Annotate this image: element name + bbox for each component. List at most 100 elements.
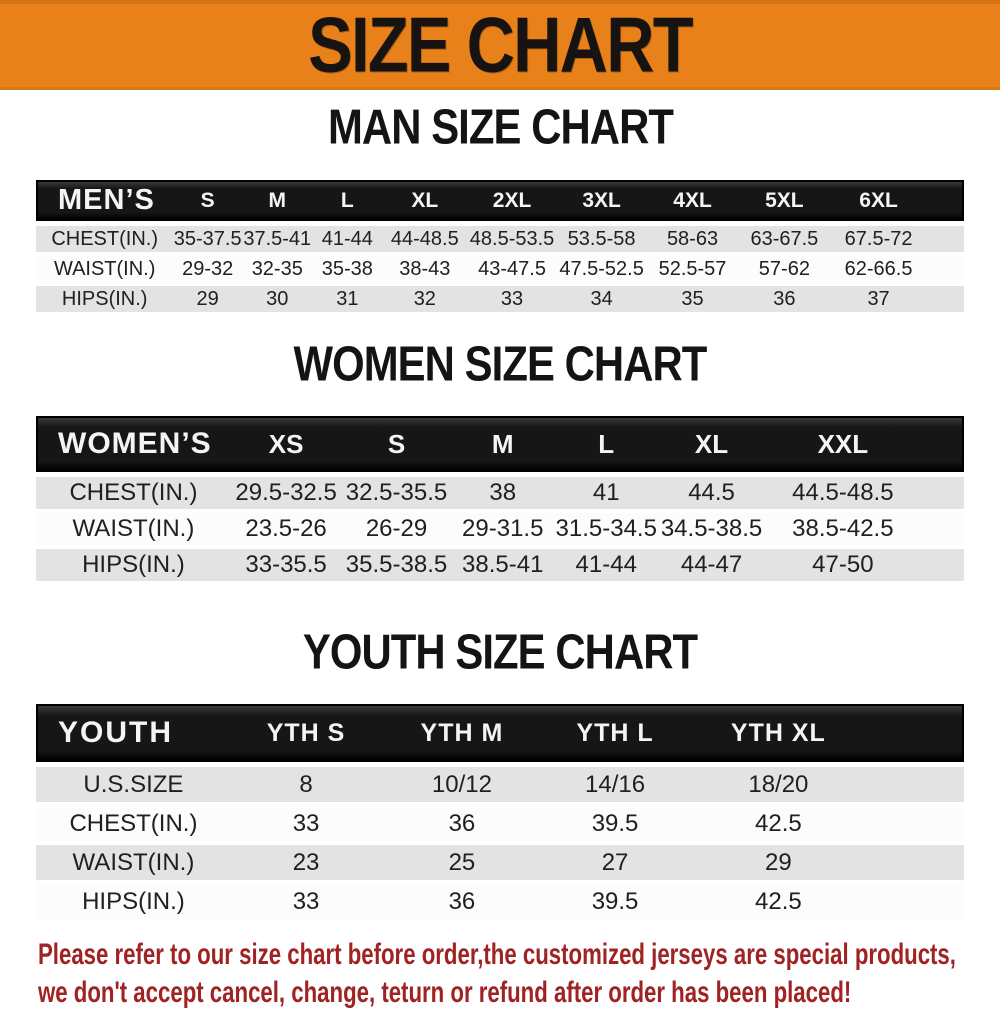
size-value-cell: 38-43 — [382, 256, 468, 286]
size-value-cell: 33-35.5 — [230, 549, 342, 585]
size-value-cell: 34.5-38.5 — [658, 513, 765, 549]
size-value-cell: 30 — [242, 286, 313, 316]
size-value-cell: 36 — [381, 806, 543, 845]
size-value-cell: 29 — [687, 845, 870, 884]
size-value-cell: 44.5-48.5 — [764, 472, 922, 513]
youth-section-heading-text: YOUTH SIZE CHART — [302, 623, 698, 680]
size-value-cell: 48.5-53.5 — [467, 221, 557, 256]
size-value-cell: 41 — [553, 472, 659, 513]
womens-size-table: WOMEN’S XS S M L XL XXL CHEST(IN.) 29.5-32.5 32.5… — [36, 416, 964, 585]
size-column-header: S — [341, 416, 452, 472]
size-value-cell: 41-44 — [553, 549, 659, 585]
size-column-header: S — [173, 180, 243, 221]
man-section-heading-text: MAN SIZE CHART — [327, 98, 673, 155]
size-value-cell: 47.5-52.5 — [556, 256, 647, 286]
size-value-cell: 27 — [542, 845, 688, 884]
size-value-cell: 33 — [230, 806, 382, 845]
spacer-cell — [921, 549, 964, 585]
size-value-cell: 38.5-41 — [451, 549, 554, 585]
size-value-cell: 58-63 — [646, 221, 739, 256]
spacer-cell — [926, 180, 964, 221]
size-column-header: 5XL — [738, 180, 831, 221]
youth-section-heading: YOUTH SIZE CHART — [0, 623, 1000, 683]
measurement-row-label: HIPS(IN.) — [36, 286, 174, 316]
size-value-cell: 32 — [382, 286, 468, 316]
measurement-row-label: U.S.SIZE — [36, 762, 231, 806]
mens-size-table: MEN’S S M L XL 2XL 3XL 4XL 5XL 6XL CHEST(IN.) 35-37… — [36, 180, 964, 316]
size-column-header: XL — [658, 416, 765, 472]
women-section-heading-text: WOMEN SIZE CHART — [293, 335, 708, 392]
size-value-cell: 37 — [830, 286, 927, 316]
size-value-cell: 37.5-41 — [242, 221, 313, 256]
size-value-cell: 38 — [451, 472, 554, 513]
table-row: U.S.SIZE 8 10/12 14/16 18/20 — [36, 762, 964, 806]
measurement-row-label: CHEST(IN.) — [36, 806, 231, 845]
size-column-header: YTH M — [381, 704, 543, 762]
banner-title: SIZE CHART — [308, 1, 693, 89]
size-value-cell: 67.5-72 — [830, 221, 927, 256]
banner: SIZE CHART — [0, 0, 1000, 90]
table-corner-label: WOMEN’S — [36, 416, 231, 472]
size-value-cell: 42.5 — [687, 884, 870, 923]
measurement-row-label: WAIST(IN.) — [36, 256, 174, 286]
spacer-cell — [869, 762, 964, 806]
size-value-cell: 36 — [738, 286, 831, 316]
size-value-cell: 33 — [230, 884, 382, 923]
man-section-heading: MAN SIZE CHART — [0, 98, 1000, 160]
table-corner-label: YOUTH — [36, 704, 231, 762]
size-column-header: M — [451, 416, 554, 472]
table-row: CHEST(IN.) 33 36 39.5 42.5 — [36, 806, 964, 845]
size-value-cell: 44-47 — [658, 549, 765, 585]
size-value-cell: 26-29 — [341, 513, 452, 549]
size-column-header: M — [242, 180, 313, 221]
size-column-header: 2XL — [467, 180, 557, 221]
size-value-cell: 57-62 — [738, 256, 831, 286]
table-row: WAIST(IN.) 29-32 32-35 35-38 38-43 43-47.5 47.… — [36, 256, 964, 286]
spacer-cell — [921, 472, 964, 513]
size-column-header: YTH S — [230, 704, 382, 762]
size-column-header: 6XL — [830, 180, 927, 221]
size-value-cell: 42.5 — [687, 806, 870, 845]
table-header-row: MEN’S S M L XL 2XL 3XL 4XL 5XL 6XL — [36, 180, 964, 221]
table-row: HIPS(IN.) 29 30 31 32 33 34 35 36 37 — [36, 286, 964, 316]
size-value-cell: 29-31.5 — [451, 513, 554, 549]
size-value-cell: 63-67.5 — [738, 221, 831, 256]
measurement-row-label: WAIST(IN.) — [36, 513, 231, 549]
table-header-row: WOMEN’S XS S M L XL XXL — [36, 416, 964, 472]
size-value-cell: 36 — [381, 884, 543, 923]
size-value-cell: 53.5-58 — [556, 221, 647, 256]
size-value-cell: 31 — [312, 286, 383, 316]
spacer-cell — [921, 416, 964, 472]
youth-size-table: YOUTH YTH S YTH M YTH L YTH XL U.S.SIZE 8 10/12… — [36, 704, 964, 923]
measurement-row-label: CHEST(IN.) — [36, 472, 231, 513]
spacer-cell — [869, 884, 964, 923]
size-value-cell: 29 — [173, 286, 243, 316]
size-column-header: XXL — [764, 416, 922, 472]
footer-line-2: we don't accept cancel, change, teturn o… — [38, 976, 852, 1009]
table-row: CHEST(IN.) 35-37.5 37.5-41 41-44 44-48.5 48.5… — [36, 221, 964, 256]
size-value-cell: 39.5 — [542, 806, 688, 845]
table-header-row: YOUTH YTH S YTH M YTH L YTH XL — [36, 704, 964, 762]
spacer-cell — [921, 513, 964, 549]
size-value-cell: 35-38 — [312, 256, 383, 286]
size-value-cell: 34 — [556, 286, 647, 316]
measurement-row-label: HIPS(IN.) — [36, 549, 231, 585]
spacer-cell — [869, 845, 964, 884]
size-column-header: XL — [382, 180, 468, 221]
table-corner-label: MEN’S — [36, 180, 174, 221]
size-value-cell: 25 — [381, 845, 543, 884]
footer-note: Please refer to our size chart before or… — [38, 936, 1000, 1012]
size-value-cell: 31.5-34.5 — [553, 513, 659, 549]
measurement-row-label: CHEST(IN.) — [36, 221, 174, 256]
size-value-cell: 38.5-42.5 — [764, 513, 922, 549]
size-value-cell: 29.5-32.5 — [230, 472, 342, 513]
table-row: WAIST(IN.) 23.5-26 26-29 29-31.5 31.5-34.5 34… — [36, 513, 964, 549]
spacer-cell — [926, 286, 964, 316]
size-column-header: YTH L — [542, 704, 688, 762]
size-value-cell: 32-35 — [242, 256, 313, 286]
size-value-cell: 44-48.5 — [382, 221, 468, 256]
spacer-cell — [926, 221, 964, 256]
size-value-cell: 8 — [230, 762, 382, 806]
table-row: CHEST(IN.) 29.5-32.5 32.5-35.5 38 41 44.5 44.5… — [36, 472, 964, 513]
